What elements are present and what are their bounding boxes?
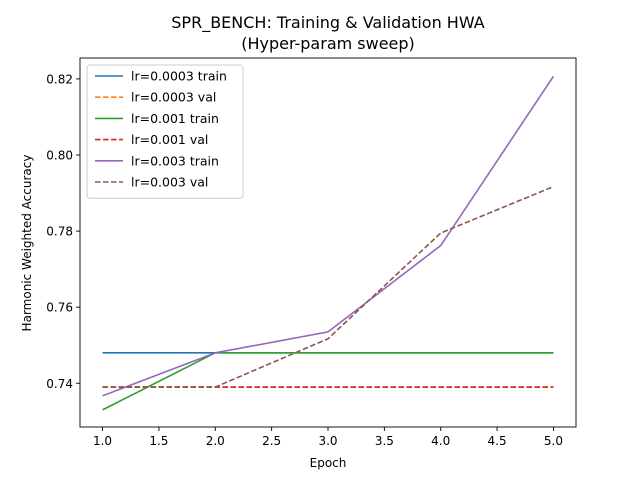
- series-line: [102, 75, 555, 397]
- x-tick-label: 1.5: [149, 434, 168, 448]
- series-line: [102, 185, 554, 388]
- legend-label: lr=0.0003 train: [131, 69, 227, 84]
- legend-label: lr=0.003 val: [131, 175, 208, 190]
- y-tick-label: 0.74: [46, 377, 73, 391]
- x-tick-label: 4.5: [488, 434, 507, 448]
- x-tick-label: 1.0: [93, 434, 112, 448]
- x-tick-label: 3.5: [375, 434, 394, 448]
- y-tick-label: 0.82: [46, 72, 73, 86]
- y-tick-label: 0.78: [46, 225, 73, 239]
- legend-label: lr=0.001 val: [131, 132, 208, 147]
- plot-lines: [102, 75, 555, 411]
- x-tick-label: 4.0: [431, 434, 450, 448]
- x-tick-label: 3.0: [318, 434, 337, 448]
- y-tick-label: 0.76: [46, 301, 73, 315]
- legend-label: lr=0.0003 val: [131, 90, 216, 105]
- legend-box: [86, 64, 244, 199]
- x-tick-label: 5.0: [544, 434, 563, 448]
- legend-label: lr=0.001 train: [131, 111, 219, 126]
- series-line: [102, 352, 554, 411]
- x-axis-label: Epoch: [310, 456, 347, 470]
- chart-title: SPR_BENCH: Training & Validation HWA: [171, 13, 485, 33]
- y-axis-label: Harmonic Weighted Accuracy: [20, 155, 34, 332]
- legend: lr=0.0003 train lr=0.0003 val lr=0.001 tra…: [86, 64, 244, 199]
- chart-subtitle: (Hyper-param sweep): [241, 34, 415, 53]
- y-axis-ticks: 0.74 0.76 0.78 0.80 0.82: [46, 72, 80, 391]
- y-tick-label: 0.80: [46, 149, 73, 163]
- x-tick-label: 2.5: [262, 434, 281, 448]
- x-axis-ticks: 1.0 1.5 2.0 2.5 3.0 3.5 4.0 4.5 5.0: [93, 427, 563, 448]
- legend-label: lr=0.003 train: [131, 153, 219, 168]
- x-tick-label: 2.0: [206, 434, 225, 448]
